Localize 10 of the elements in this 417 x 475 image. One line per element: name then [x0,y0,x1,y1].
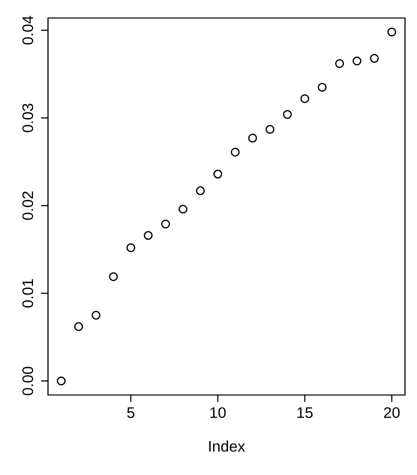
x-tick-label: 5 [127,407,134,418]
y-tick-label: 0.04 [22,16,34,45]
x-axis-title: Index [209,440,246,452]
y-tick-label: 0.00 [22,366,34,396]
y-tick-label: 0.01 [22,279,34,308]
x-tick-label: 10 [210,407,226,418]
y-tick-label: 0.03 [22,104,34,132]
y-tick-label: 0.02 [22,192,34,220]
x-tick-label: 15 [297,407,313,418]
x-tick-label: 20 [384,407,400,418]
